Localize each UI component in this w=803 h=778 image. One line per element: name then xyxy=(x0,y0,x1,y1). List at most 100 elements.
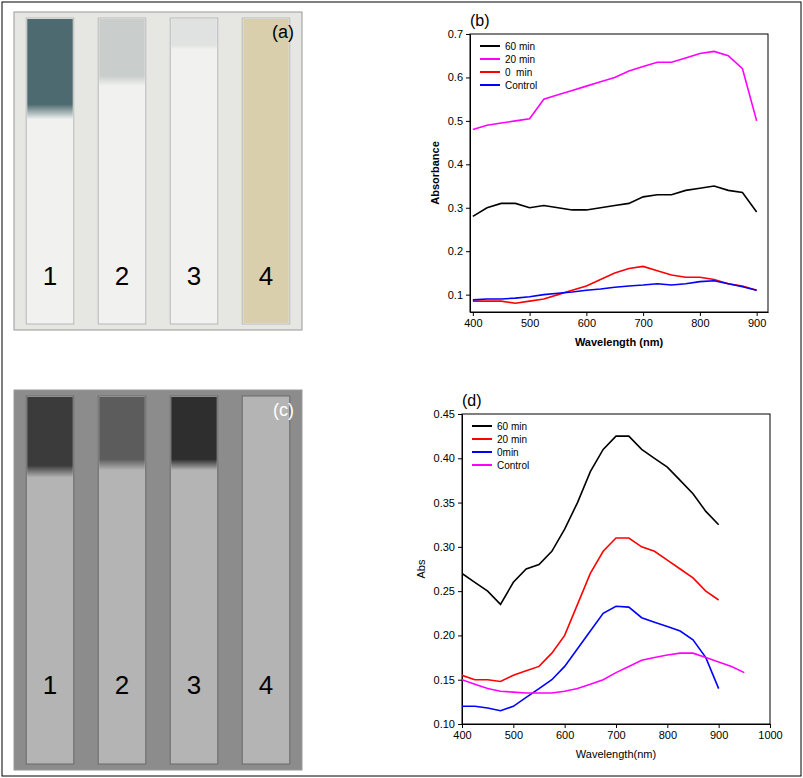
x-axis: 400500600700800900 xyxy=(464,312,768,329)
glass-slide xyxy=(242,396,290,764)
x-tick-label: 800 xyxy=(659,729,677,741)
x-tick: 500 xyxy=(505,724,523,741)
y-tick-mark xyxy=(466,121,470,122)
y-tick: 0.2 xyxy=(448,245,470,257)
legend-label: 0 min xyxy=(505,67,532,78)
y-tick-label: 0.4 xyxy=(448,158,463,170)
y-tick-label: 0.1 xyxy=(448,289,463,301)
y-axis-line xyxy=(462,415,463,725)
slide-number: 4 xyxy=(259,261,273,291)
series-line xyxy=(462,538,719,681)
series-line xyxy=(473,281,757,300)
x-tick-mark xyxy=(757,312,758,316)
legend-label: Control xyxy=(497,460,529,471)
x-tick-mark xyxy=(565,724,566,728)
x-tick: 500 xyxy=(521,312,539,329)
legend-item: 0 min xyxy=(480,67,532,78)
y-tick-label: 0.35 xyxy=(434,497,455,509)
legend-swatch xyxy=(472,451,492,453)
y-tick-label: 0.6 xyxy=(448,71,463,83)
x-axis: 4005006007008009001000 xyxy=(453,724,782,741)
x-tick-mark xyxy=(513,724,514,728)
slide-coating xyxy=(243,19,289,323)
legend-swatch xyxy=(480,45,500,47)
y-tick-label: 0.3 xyxy=(448,202,463,214)
x-tick: 700 xyxy=(607,724,625,741)
x-tick-mark xyxy=(643,312,644,316)
y-tick: 0.15 xyxy=(434,674,462,686)
figure-border xyxy=(2,2,801,776)
y-tick-label: 0.40 xyxy=(434,452,455,464)
slide-coating xyxy=(27,397,73,478)
glass-slide xyxy=(98,18,146,324)
x-tick-mark xyxy=(586,312,587,316)
legend: 60 min 20 min 0 min Control xyxy=(480,41,537,91)
slide-number: 1 xyxy=(43,261,57,291)
x-tick-mark xyxy=(473,312,474,316)
legend: 60 min20 min0minControl xyxy=(472,421,529,471)
y-tick-mark xyxy=(458,591,462,592)
x-tick-mark xyxy=(462,724,463,728)
y-tick-label: 0.30 xyxy=(434,541,455,553)
x-tick-mark xyxy=(719,724,720,728)
y-tick-mark xyxy=(466,208,470,209)
plot-frame xyxy=(462,414,770,724)
legend-swatch xyxy=(480,58,500,60)
slide-number: 3 xyxy=(187,670,201,700)
plot-frame xyxy=(470,34,768,312)
glass-slide xyxy=(98,396,146,764)
legend-item: 60 min xyxy=(480,41,535,52)
x-axis-title: Wavelength (nm) xyxy=(575,336,664,348)
y-tick-mark xyxy=(458,547,462,548)
x-tick-label: 500 xyxy=(505,729,523,741)
legend-swatch xyxy=(480,84,500,86)
y-tick: 0.30 xyxy=(434,541,462,553)
legend-swatch xyxy=(480,71,500,73)
y-tick: 0.25 xyxy=(434,585,462,597)
panel-letter: (c) xyxy=(273,400,294,420)
legend-item: 20 min xyxy=(480,54,535,65)
x-tick-label: 500 xyxy=(521,317,539,329)
y-tick-mark xyxy=(458,724,462,725)
chart-panel: 4005006007008009000.10.20.30.40.50.60.7W… xyxy=(429,12,769,348)
x-tick: 1000 xyxy=(758,724,782,741)
y-tick-label: 0.2 xyxy=(448,245,463,257)
y-tick: 0.3 xyxy=(448,202,470,214)
x-axis-title: Wavelength(nm) xyxy=(576,748,656,760)
x-tick-label: 600 xyxy=(578,317,596,329)
y-axis: 0.100.150.200.250.300.350.400.45 xyxy=(434,408,463,730)
y-tick-label: 0.15 xyxy=(434,674,455,686)
y-tick-label: 0.45 xyxy=(434,408,455,420)
x-tick-label: 700 xyxy=(607,729,625,741)
slide-coating xyxy=(171,397,217,470)
glass-slide xyxy=(26,396,74,764)
slide-coating xyxy=(27,19,73,119)
legend-item: 60 min xyxy=(472,421,527,432)
legend-swatch xyxy=(472,438,492,440)
slide-coating xyxy=(99,397,145,470)
y-tick-label: 0.20 xyxy=(434,629,455,641)
x-tick: 800 xyxy=(691,312,709,329)
y-tick-mark xyxy=(466,251,470,252)
legend-label: 60 min xyxy=(497,421,527,432)
slide-number: 4 xyxy=(259,670,273,700)
y-tick-mark xyxy=(458,414,462,415)
y-tick-mark xyxy=(466,34,470,35)
y-tick-mark xyxy=(466,164,470,165)
slide-number: 1 xyxy=(43,670,57,700)
x-tick-label: 400 xyxy=(453,729,471,741)
series-line xyxy=(462,653,744,693)
x-tick-label: 900 xyxy=(710,729,728,741)
figure: 1234(a)1234(c)4005006007008009000.10.20.… xyxy=(0,0,803,778)
x-tick-label: 1000 xyxy=(758,729,782,741)
slide-coating xyxy=(99,19,145,86)
legend-label: 20 min xyxy=(497,434,527,445)
y-tick: 0.45 xyxy=(434,408,462,420)
legend-item: 20 min xyxy=(472,434,527,445)
y-axis: 0.10.20.30.40.50.60.7 xyxy=(448,28,471,312)
legend-label: Control xyxy=(505,80,537,91)
plot-area xyxy=(473,51,757,303)
y-tick-label: 0.5 xyxy=(448,115,463,127)
x-tick-label: 900 xyxy=(748,317,766,329)
y-tick: 0.6 xyxy=(448,71,470,83)
